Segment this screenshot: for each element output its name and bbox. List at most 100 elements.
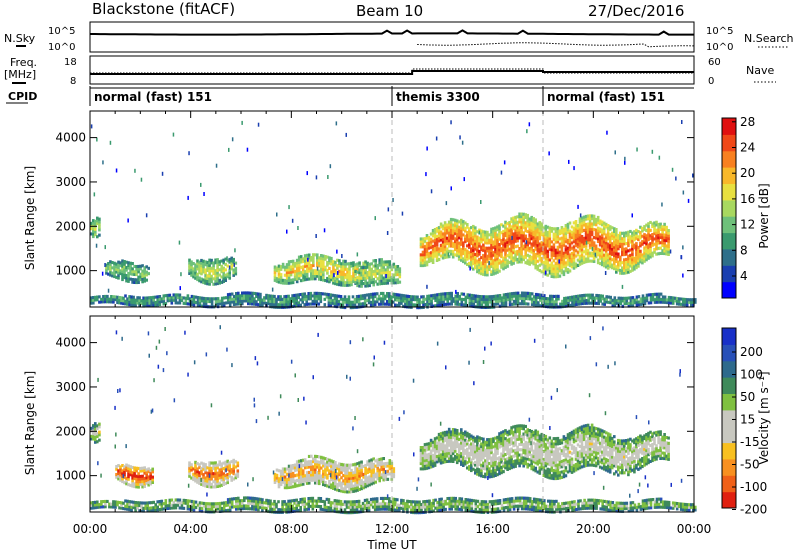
- velocity-cell: [289, 485, 293, 489]
- power-cell: [631, 244, 634, 248]
- velocity-cell: [293, 479, 297, 483]
- power-cell: [421, 264, 425, 268]
- power-cell: [526, 302, 530, 306]
- power-cell: [379, 302, 383, 306]
- power-cell: [604, 238, 608, 242]
- power-cell: [464, 221, 467, 225]
- power-cell: [367, 298, 371, 302]
- power-cell: [562, 227, 566, 231]
- power-cell: [663, 295, 667, 299]
- power-cell: [480, 300, 484, 304]
- power-cell: [685, 298, 689, 302]
- power-cell: [613, 256, 616, 260]
- power-cell: [643, 296, 647, 300]
- power-cell: [556, 253, 560, 257]
- power-cell: [553, 294, 556, 298]
- power-cell: [122, 296, 125, 300]
- power-cell: [688, 300, 691, 304]
- power-cell: [140, 301, 143, 305]
- power-cell: [245, 294, 248, 298]
- velocity-cell: [196, 462, 199, 466]
- power-cell: [526, 245, 529, 249]
- velocity-cell: [139, 480, 142, 484]
- power-cell: [287, 300, 290, 304]
- power-cell: [608, 225, 612, 229]
- power-cell: [592, 243, 596, 247]
- power-cell: [556, 229, 560, 233]
- velocity-cell: [297, 481, 301, 485]
- velocity-cell: [352, 463, 355, 467]
- power-cell: [619, 255, 622, 259]
- velocity-cell: [119, 465, 122, 469]
- power-cell: [351, 300, 355, 304]
- power-cell: [435, 237, 439, 241]
- power-cell: [251, 291, 254, 295]
- power-cell: [354, 277, 357, 281]
- velocity-cell: [478, 473, 481, 477]
- power-cell: [346, 283, 349, 287]
- power-cell: [578, 217, 582, 221]
- power-cell: [439, 225, 443, 229]
- velocity-cell: [486, 451, 489, 455]
- power-cell: [466, 257, 469, 261]
- velocity-cell: [464, 433, 467, 437]
- power-cell: [361, 302, 365, 306]
- velocity-cell: [472, 451, 475, 455]
- velocity-cell: [370, 482, 373, 486]
- power-cell: [115, 168, 118, 173]
- power-cell: [538, 263, 542, 267]
- velocity-cell: [293, 484, 297, 488]
- power-cell: [578, 246, 582, 250]
- power-cell: [469, 266, 471, 271]
- power-cell: [621, 247, 624, 251]
- power-cell: [354, 280, 357, 284]
- power-cell: [378, 274, 381, 278]
- velocity-cell: [474, 447, 477, 451]
- power-cell: [255, 300, 258, 304]
- power-cell: [369, 303, 373, 307]
- velocity-cell: [320, 477, 323, 481]
- power-cell: [617, 260, 620, 264]
- power-cell: [577, 204, 579, 209]
- power-cell: [200, 304, 204, 308]
- power-cell: [685, 300, 689, 304]
- velocity-cell: [443, 430, 447, 434]
- power-cell: [220, 267, 223, 271]
- power-cell: [386, 270, 390, 274]
- power-cell: [482, 243, 485, 247]
- power-cell: [608, 246, 612, 250]
- power-cell: [457, 254, 461, 258]
- velocity-cell: [212, 461, 215, 465]
- power-cell: [130, 298, 133, 302]
- velocity-cell: [478, 436, 481, 440]
- power-cell: [665, 233, 668, 237]
- power-cell: [625, 252, 628, 256]
- power-cell: [455, 246, 459, 250]
- power-cell: [458, 302, 461, 306]
- power-cell: [502, 261, 505, 265]
- power-cell: [445, 201, 448, 206]
- power-cell: [641, 302, 645, 306]
- velocity-cell: [222, 474, 225, 478]
- velocity-cell: [492, 461, 495, 465]
- power-cell: [651, 298, 655, 302]
- power-cell: [148, 298, 151, 302]
- power-cell: [388, 292, 391, 296]
- power-cell: [579, 294, 582, 298]
- power-cell: [579, 299, 582, 303]
- power-cell: [200, 296, 204, 300]
- power-cell: [214, 277, 217, 281]
- power-cell: [613, 253, 616, 257]
- power-cell: [214, 271, 217, 275]
- power-cell: [619, 302, 623, 306]
- power-cell: [194, 276, 197, 280]
- power-cell: [478, 230, 481, 235]
- power-cell: [528, 257, 531, 261]
- power-cell: [518, 225, 521, 229]
- power-cell: [224, 278, 227, 282]
- velocity-cell: [358, 482, 361, 486]
- velocity-cell: [372, 457, 375, 461]
- velocity-cell: [421, 459, 425, 463]
- cpid-row: CPID normal (fast) 151 themis 3300 normal …: [6, 86, 694, 106]
- power-cell: [316, 274, 319, 278]
